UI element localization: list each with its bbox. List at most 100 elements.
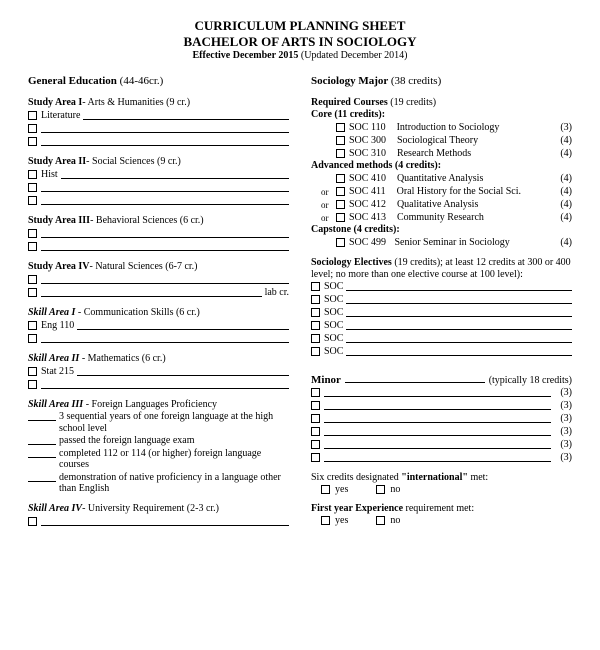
intl-yn: yes no: [311, 484, 572, 495]
blank-line[interactable]: [41, 380, 289, 389]
blank-line[interactable]: [41, 517, 289, 526]
checkbox[interactable]: [28, 321, 37, 330]
blank-line[interactable]: [77, 321, 289, 330]
checkbox[interactable]: [311, 308, 320, 317]
blank-line[interactable]: [324, 388, 551, 397]
blank-line[interactable]: [41, 242, 289, 251]
checkbox-yes[interactable]: [321, 485, 330, 494]
blank-line[interactable]: [324, 440, 551, 449]
checkbox[interactable]: [336, 136, 345, 145]
blank-short[interactable]: [28, 473, 56, 482]
checkbox[interactable]: [336, 200, 345, 209]
checkbox-yes[interactable]: [321, 516, 330, 525]
blank-line[interactable]: [41, 196, 289, 205]
title-line2: BACHELOR OF ARTS IN SOCIOLOGY: [28, 34, 572, 50]
checkbox[interactable]: [336, 174, 345, 183]
sa3-label: Study Area III: [28, 215, 90, 226]
study-area-4: Study Area IV- Natural Sciences (6-7 cr.…: [28, 261, 289, 299]
soc-prefix: SOC: [324, 346, 343, 357]
checkbox[interactable]: [28, 137, 37, 146]
updated: (Updated December 2014): [301, 50, 408, 61]
checkbox-no[interactable]: [376, 516, 385, 525]
checkbox[interactable]: [28, 183, 37, 192]
checkbox[interactable]: [28, 242, 37, 251]
intl-t3: met:: [470, 472, 488, 483]
checkbox[interactable]: [311, 282, 320, 291]
sa2-label: Study Area II: [28, 156, 86, 167]
checkbox[interactable]: [311, 401, 320, 410]
left-column: General Education (44-46cr.) Study Area …: [28, 75, 289, 536]
blank-line[interactable]: [346, 321, 572, 330]
checkbox[interactable]: [311, 440, 320, 449]
checkbox[interactable]: [28, 124, 37, 133]
checkbox[interactable]: [28, 111, 37, 120]
sa4-label: Study Area IV: [28, 261, 90, 272]
study-area-1: Study Area I- Arts & Humanities (9 cr.) …: [28, 97, 289, 148]
blank-line[interactable]: [346, 282, 572, 291]
blank-line[interactable]: [324, 427, 551, 436]
checkbox[interactable]: [336, 238, 345, 247]
course-cr: (4): [554, 199, 572, 210]
course-cr: (4): [554, 173, 572, 184]
blank-line[interactable]: [324, 453, 551, 462]
checkbox[interactable]: [28, 196, 37, 205]
minor-cr: (3): [554, 452, 572, 463]
course-code: SOC 413: [349, 212, 386, 223]
checkbox-no[interactable]: [376, 485, 385, 494]
blank-line[interactable]: [83, 111, 289, 120]
blank-line[interactable]: [324, 414, 551, 423]
checkbox[interactable]: [311, 414, 320, 423]
checkbox[interactable]: [28, 367, 37, 376]
minor-cr: (3): [554, 426, 572, 437]
checkbox[interactable]: [311, 453, 320, 462]
course-name: Oral History for the Social Sci.: [397, 186, 521, 197]
checkbox[interactable]: [28, 517, 37, 526]
checkbox[interactable]: [311, 321, 320, 330]
checkbox[interactable]: [336, 213, 345, 222]
blank-line[interactable]: [41, 137, 289, 146]
study-area-2: Study Area II- Social Sciences (9 cr.) H…: [28, 156, 289, 207]
blank-line[interactable]: [41, 334, 289, 343]
blank-line[interactable]: [346, 295, 572, 304]
major-label: Sociology Major: [311, 75, 388, 87]
checkbox[interactable]: [28, 380, 37, 389]
blank-line[interactable]: [346, 347, 572, 356]
blank-line[interactable]: [346, 308, 572, 317]
course-cr: (4): [554, 135, 572, 146]
title-line1: CURRICULUM PLANNING SHEET: [28, 18, 572, 34]
checkbox[interactable]: [28, 288, 37, 297]
blank-short[interactable]: [28, 412, 56, 421]
checkbox[interactable]: [311, 295, 320, 304]
blank-line[interactable]: [41, 183, 289, 192]
minor-name-line[interactable]: [345, 374, 485, 383]
blank-line[interactable]: [41, 124, 289, 133]
blank-line[interactable]: [41, 288, 262, 297]
checkbox[interactable]: [336, 149, 345, 158]
or: or: [321, 200, 333, 210]
eng110-label: Eng 110: [41, 320, 74, 331]
checkbox[interactable]: [28, 334, 37, 343]
checkbox[interactable]: [311, 334, 320, 343]
checkbox[interactable]: [28, 275, 37, 284]
no-label: no: [390, 484, 400, 495]
blank-line[interactable]: [324, 401, 551, 410]
course-name: Community Research: [397, 212, 484, 223]
checkbox[interactable]: [311, 347, 320, 356]
blank-line[interactable]: [61, 170, 289, 179]
blank-line[interactable]: [346, 334, 572, 343]
blank-line[interactable]: [41, 229, 289, 238]
no-label: no: [390, 515, 400, 526]
blank-short[interactable]: [28, 436, 56, 445]
blank-short[interactable]: [28, 449, 56, 458]
checkbox[interactable]: [336, 123, 345, 132]
columns: General Education (44-46cr.) Study Area …: [28, 75, 572, 536]
blank-line[interactable]: [41, 275, 289, 284]
checkbox[interactable]: [311, 388, 320, 397]
checkbox[interactable]: [28, 170, 37, 179]
checkbox[interactable]: [311, 427, 320, 436]
checkbox[interactable]: [336, 187, 345, 196]
blank-line[interactable]: [77, 367, 289, 376]
minor-cr: (3): [554, 387, 572, 398]
checkbox[interactable]: [28, 229, 37, 238]
sk3-desc: - Foreign Languages Proficiency: [86, 399, 217, 410]
